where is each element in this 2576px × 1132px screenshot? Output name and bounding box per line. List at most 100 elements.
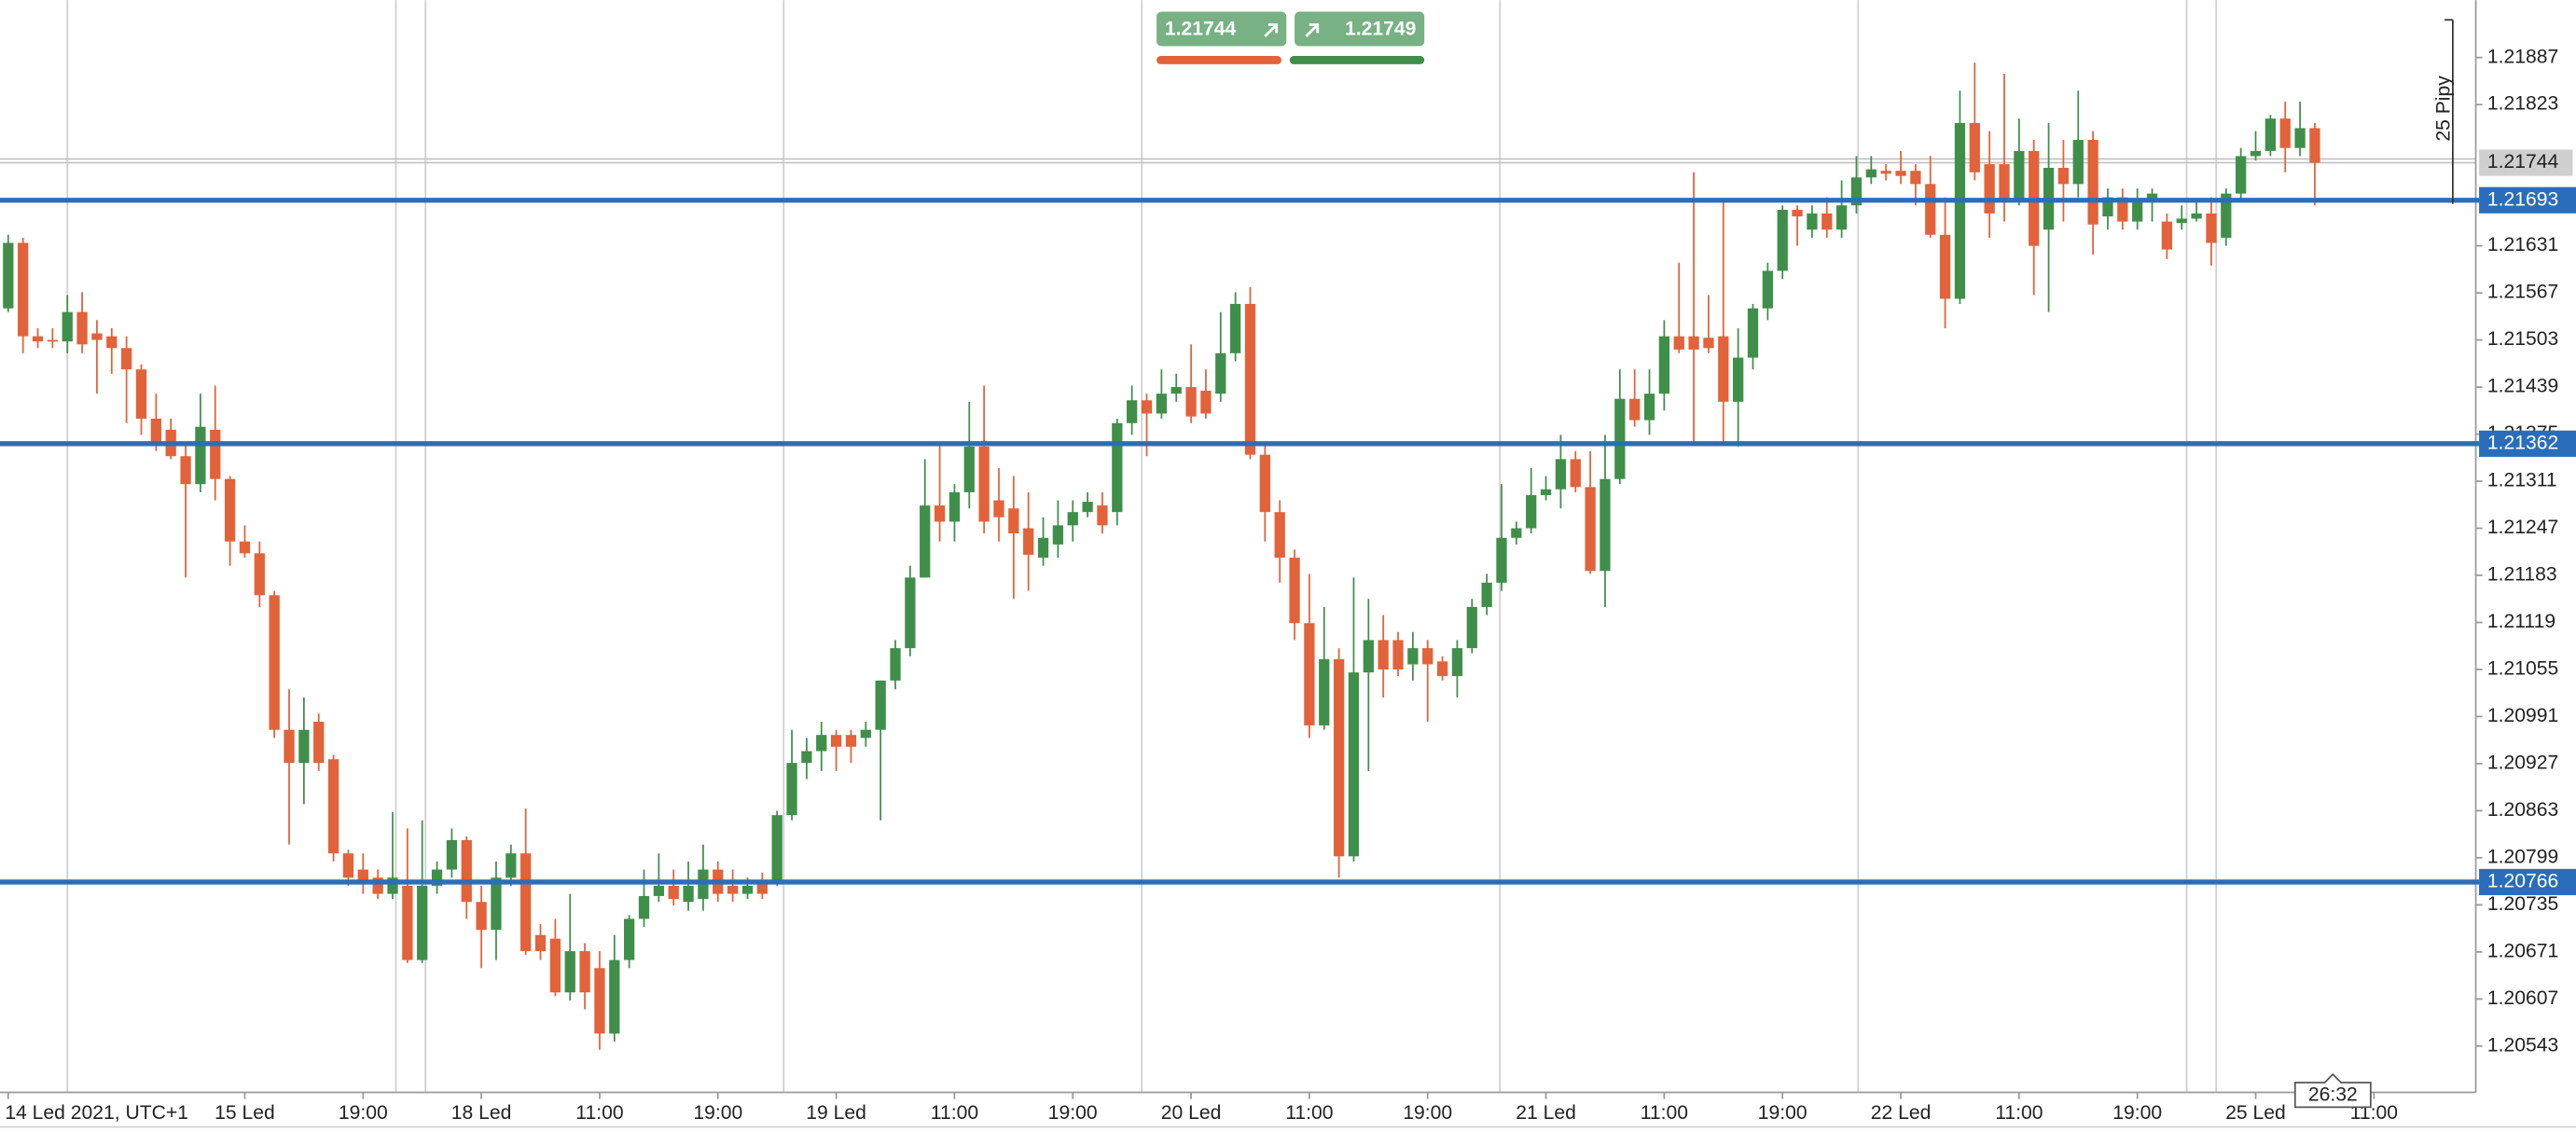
candle-body bbox=[120, 348, 132, 370]
candle-body bbox=[1850, 177, 1863, 206]
candle-body bbox=[1407, 648, 1419, 665]
y-tick-label: 1.20735 bbox=[2487, 893, 2558, 915]
candle-body bbox=[1925, 184, 1936, 235]
level-label: 1.21693 bbox=[2487, 188, 2558, 210]
candle-body bbox=[210, 429, 221, 479]
candle-body bbox=[1082, 502, 1093, 513]
y-tick-label: 1.20927 bbox=[2487, 752, 2558, 774]
timer-box bbox=[2293, 1072, 2372, 1109]
candle-body bbox=[1954, 122, 1966, 299]
candle-body bbox=[1170, 387, 1182, 394]
candle-body bbox=[1703, 338, 1714, 349]
candle-body bbox=[62, 311, 73, 342]
candle-body bbox=[1555, 459, 1567, 490]
candle-body bbox=[934, 505, 946, 522]
level-label: 1.21362 bbox=[2487, 432, 2558, 453]
candle-body bbox=[1112, 422, 1123, 513]
candle-body bbox=[1127, 400, 1138, 423]
candle-body bbox=[417, 885, 428, 960]
candle-body bbox=[2102, 197, 2113, 217]
y-tick-label: 1.20863 bbox=[2487, 799, 2558, 821]
candle-body bbox=[2146, 193, 2158, 200]
candle-body bbox=[342, 853, 354, 878]
candle-body bbox=[638, 895, 650, 919]
candle-body bbox=[1969, 122, 1980, 173]
y-tick-label: 1.20543 bbox=[2487, 1034, 2558, 1056]
candle-body bbox=[1865, 169, 1877, 178]
candle-body bbox=[786, 763, 797, 816]
candle-body bbox=[2264, 118, 2277, 151]
sell-button[interactable]: 1.21744 bbox=[1156, 11, 1287, 47]
candle-body bbox=[1733, 357, 1744, 402]
buy-button-bg[interactable] bbox=[1295, 11, 1425, 47]
candle-body bbox=[845, 735, 857, 747]
candle-body bbox=[1037, 537, 1049, 559]
candle-body bbox=[609, 959, 620, 1034]
candle-body bbox=[1910, 171, 1921, 185]
level-tag bbox=[2479, 186, 2576, 214]
pip-range-label: 25 Pipy bbox=[2433, 76, 2455, 142]
candle-body bbox=[1939, 234, 1951, 299]
candle-body bbox=[579, 951, 590, 993]
candle-body bbox=[949, 491, 961, 522]
x-tick-label: 11:00 bbox=[931, 1102, 978, 1124]
candle-body bbox=[653, 885, 664, 896]
candle-body bbox=[254, 553, 265, 596]
buy-price[interactable]: 1.21749 bbox=[1345, 18, 1416, 39]
candle-body bbox=[1984, 164, 1995, 214]
candle-body bbox=[1052, 525, 1064, 545]
y-tick-label: 1.21503 bbox=[2487, 328, 2558, 350]
candle-body bbox=[534, 934, 547, 952]
candle-body bbox=[1540, 489, 1552, 496]
candle-body bbox=[771, 815, 782, 883]
candle-body bbox=[1481, 582, 1492, 607]
buy-bar bbox=[1289, 56, 1425, 64]
sell-price[interactable]: 1.21744 bbox=[1165, 18, 1237, 39]
candle-body bbox=[1688, 336, 1699, 350]
candle-body bbox=[506, 853, 517, 878]
candle-body bbox=[2206, 213, 2217, 243]
candle-body bbox=[520, 853, 532, 952]
candle-body bbox=[1673, 336, 1684, 350]
candle-body bbox=[1614, 398, 1626, 479]
x-tick-label: 25 Led bbox=[2225, 1102, 2286, 1124]
candle-body bbox=[1244, 303, 1256, 455]
candle-body bbox=[683, 885, 694, 903]
candle-body bbox=[18, 242, 29, 337]
candle-body bbox=[1777, 209, 1788, 271]
candle-body bbox=[816, 735, 827, 752]
candle-body bbox=[1097, 505, 1108, 526]
candle-body bbox=[1999, 164, 2010, 200]
buy-icon[interactable] bbox=[1305, 23, 1320, 37]
candle-body bbox=[47, 339, 59, 342]
x-tick-label: 19:00 bbox=[693, 1102, 742, 1124]
candle-body bbox=[195, 426, 206, 485]
x-tick-label: 11:00 bbox=[575, 1102, 623, 1124]
candle-body bbox=[1747, 308, 1759, 358]
candle-body bbox=[1762, 270, 1773, 309]
candle-body bbox=[2221, 193, 2232, 238]
x-tick-label: 20 Led bbox=[1161, 1102, 1222, 1124]
sell-icon[interactable] bbox=[1264, 23, 1279, 37]
candle-body bbox=[549, 938, 561, 993]
x-tick-label: 19:00 bbox=[1048, 1102, 1098, 1124]
candle-timer: 26:32 bbox=[2293, 1072, 2372, 1109]
buy-button[interactable]: 1.21749 bbox=[1295, 11, 1425, 47]
candle-body bbox=[1289, 558, 1300, 624]
y-tick-label: 1.21631 bbox=[2487, 234, 2558, 255]
trade-buttons: 1.21744 1.21749 bbox=[1156, 11, 1425, 64]
candle-body bbox=[1895, 171, 1906, 176]
sell-button-bg[interactable] bbox=[1156, 11, 1287, 47]
candle-body bbox=[2072, 140, 2084, 185]
y-tick-label: 1.21567 bbox=[2487, 282, 2558, 303]
x-tick-label: 11:00 bbox=[1285, 1102, 1333, 1124]
pip-range: 25 Pipy bbox=[2433, 19, 2455, 204]
candle-body bbox=[1215, 352, 1226, 394]
candle-body bbox=[1200, 391, 1212, 414]
candle-body bbox=[1422, 648, 1433, 665]
y-tick-label: 1.21439 bbox=[2487, 376, 2558, 397]
x-tick-label: 15 Led bbox=[215, 1102, 275, 1124]
candle-body bbox=[2250, 150, 2262, 157]
candle-body bbox=[2294, 128, 2306, 148]
candle-body bbox=[180, 456, 191, 485]
